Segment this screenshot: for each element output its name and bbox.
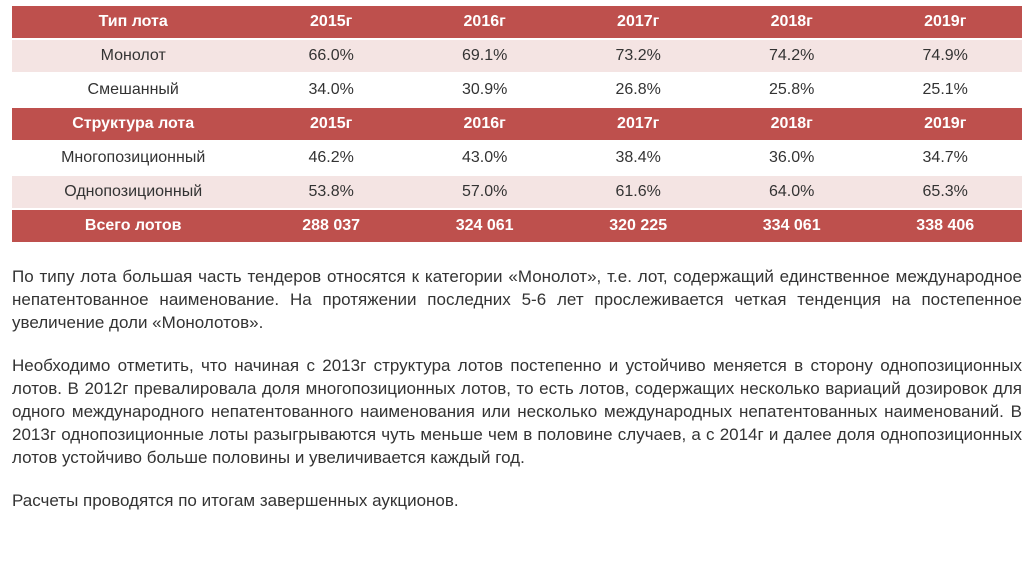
header-label: Структура лота	[12, 108, 254, 140]
table-row: Смешанный 34.0% 30.9% 26.8% 25.8% 25.1%	[12, 74, 1022, 106]
header-year: 2016г	[408, 6, 562, 38]
paragraph: По типу лота большая часть тендеров отно…	[12, 266, 1022, 335]
header-year: 2017г	[561, 108, 715, 140]
header-year: 2015г	[254, 6, 408, 38]
row-value: 61.6%	[561, 176, 715, 208]
header-year: 2018г	[715, 6, 869, 38]
row-value: 66.0%	[254, 40, 408, 72]
row-value: 65.3%	[868, 176, 1022, 208]
total-value: 324 061	[408, 210, 562, 242]
row-value: 26.8%	[561, 74, 715, 106]
row-value: 46.2%	[254, 142, 408, 174]
table-row: Однопозиционный 53.8% 57.0% 61.6% 64.0% …	[12, 176, 1022, 208]
lot-table: Тип лота 2015г 2016г 2017г 2018г 2019г М…	[12, 4, 1022, 244]
total-value: 320 225	[561, 210, 715, 242]
header-year: 2019г	[868, 6, 1022, 38]
row-value: 38.4%	[561, 142, 715, 174]
row-value: 74.9%	[868, 40, 1022, 72]
row-value: 25.1%	[868, 74, 1022, 106]
header-year: 2015г	[254, 108, 408, 140]
header-year: 2019г	[868, 108, 1022, 140]
row-value: 25.8%	[715, 74, 869, 106]
table-header-type: Тип лота 2015г 2016г 2017г 2018г 2019г	[12, 6, 1022, 38]
header-year: 2016г	[408, 108, 562, 140]
row-label: Монолот	[12, 40, 254, 72]
row-value: 64.0%	[715, 176, 869, 208]
table-row: Многопозиционный 46.2% 43.0% 38.4% 36.0%…	[12, 142, 1022, 174]
row-value: 34.0%	[254, 74, 408, 106]
header-year: 2017г	[561, 6, 715, 38]
row-value: 57.0%	[408, 176, 562, 208]
table-row: Монолот 66.0% 69.1% 73.2% 74.2% 74.9%	[12, 40, 1022, 72]
row-value: 30.9%	[408, 74, 562, 106]
total-value: 288 037	[254, 210, 408, 242]
header-year: 2018г	[715, 108, 869, 140]
row-value: 53.8%	[254, 176, 408, 208]
row-value: 74.2%	[715, 40, 869, 72]
paragraph: Необходимо отметить, что начиная с 2013г…	[12, 355, 1022, 470]
row-value: 36.0%	[715, 142, 869, 174]
row-label: Смешанный	[12, 74, 254, 106]
table-total-row: Всего лотов 288 037 324 061 320 225 334 …	[12, 210, 1022, 242]
row-value: 69.1%	[408, 40, 562, 72]
total-value: 334 061	[715, 210, 869, 242]
body-text: По типу лота большая часть тендеров отно…	[12, 266, 1022, 512]
row-label: Многопозиционный	[12, 142, 254, 174]
total-value: 338 406	[868, 210, 1022, 242]
row-value: 73.2%	[561, 40, 715, 72]
row-label: Однопозиционный	[12, 176, 254, 208]
total-label: Всего лотов	[12, 210, 254, 242]
row-value: 43.0%	[408, 142, 562, 174]
row-value: 34.7%	[868, 142, 1022, 174]
table-header-structure: Структура лота 2015г 2016г 2017г 2018г 2…	[12, 108, 1022, 140]
paragraph: Расчеты проводятся по итогам завершенных…	[12, 490, 1022, 513]
header-label: Тип лота	[12, 6, 254, 38]
